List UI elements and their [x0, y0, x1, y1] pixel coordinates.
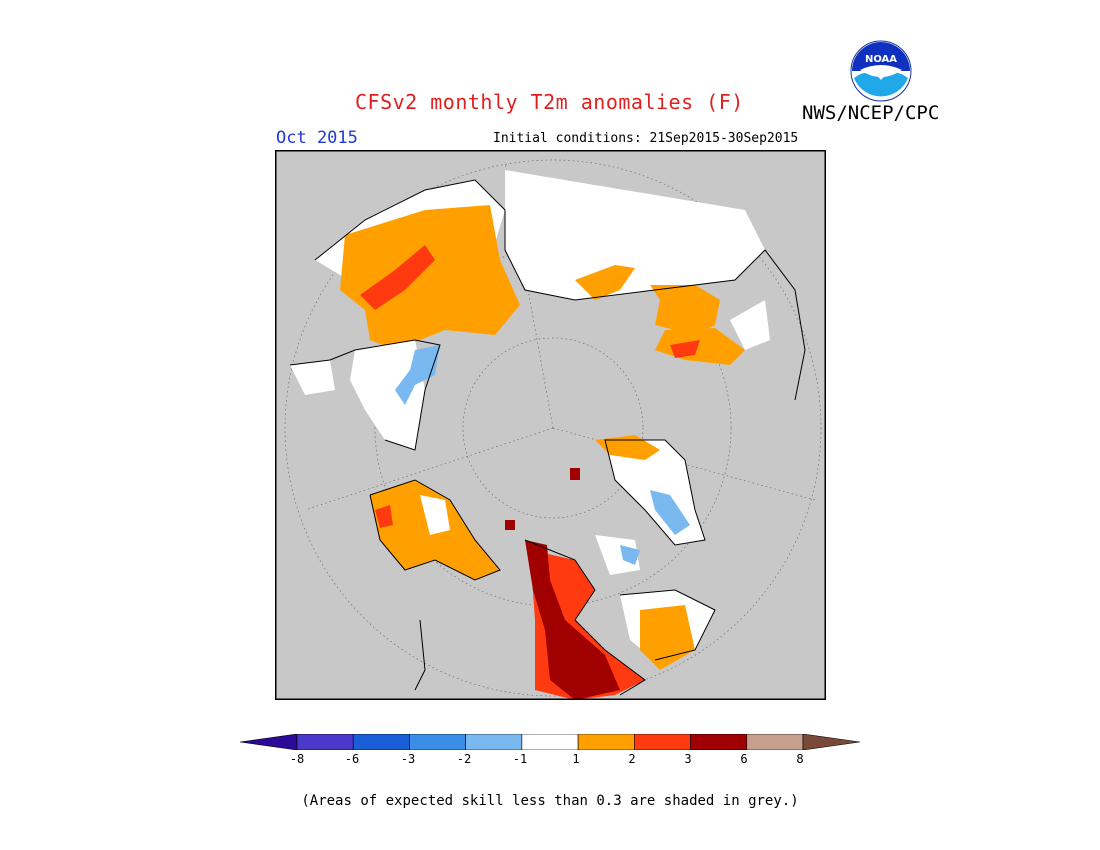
color-legend-bar	[240, 734, 860, 750]
white-region-siberia	[505, 170, 765, 300]
legend-tick-label: -8	[289, 752, 305, 766]
darkred-spot-arctic	[505, 520, 515, 530]
polar-anomaly-map	[275, 150, 826, 700]
darkred-spot-archipelago	[570, 468, 580, 480]
white-region-europe	[420, 495, 450, 535]
legend-swatch	[352, 734, 410, 750]
darkred-region-north-america	[525, 540, 620, 700]
white-region-west-asia	[290, 360, 335, 395]
legend-tick-label: -2	[456, 752, 472, 766]
noaa-logo-text: NOAA	[865, 54, 897, 65]
legend-tick-label: 6	[740, 752, 748, 766]
red-region-siberia	[360, 245, 435, 310]
orange-region-chukotka	[575, 265, 635, 300]
legend-swatch	[746, 734, 804, 750]
orange-region-baffin	[595, 435, 660, 460]
skill-footnote: (Areas of expected skill less than 0.3 a…	[301, 793, 799, 809]
legend-swatch	[690, 734, 748, 750]
white-region-central-asia	[350, 340, 425, 450]
white-region-alaska	[730, 300, 770, 350]
legend-swatch-low-end	[240, 734, 298, 750]
legend-swatch	[465, 734, 523, 750]
legend-swatch	[577, 734, 635, 750]
legend-swatch	[296, 734, 354, 750]
blue-region-central-asia	[395, 345, 440, 405]
orange-region-alaska-north	[650, 285, 720, 335]
legend-swatch	[409, 734, 466, 750]
legend-tick-label: 8	[796, 752, 804, 766]
noaa-logo-icon: NOAA	[850, 40, 912, 102]
red-region-europe	[375, 505, 393, 528]
legend-tick-label: 3	[684, 752, 692, 766]
legend-swatch-high-end	[802, 734, 860, 750]
coastlines	[289, 179, 806, 696]
initial-conditions: Initial conditions: 21Sep2015-30Sep2015	[493, 131, 799, 146]
white-region-canada-east	[595, 535, 640, 575]
blue-region-canada	[620, 545, 640, 565]
red-region-alaska	[670, 340, 700, 358]
organization-label: NWS/NCEP/CPC	[802, 102, 940, 124]
legend-tick-label: -1	[512, 752, 528, 766]
blue-region-greenland	[650, 490, 690, 535]
legend-tick-label: -3	[400, 752, 416, 766]
legend-tick-label: -6	[344, 752, 360, 766]
forecast-month: Oct 2015	[276, 128, 358, 148]
legend-tick-label: 1	[572, 752, 580, 766]
legend-swatch	[634, 734, 691, 750]
legend-swatch	[521, 734, 579, 750]
map-title: CFSv2 monthly T2m anomalies (F)	[355, 90, 744, 114]
map-frame	[275, 150, 826, 700]
orange-region-siberia	[340, 205, 520, 350]
legend-tick-label: 2	[628, 752, 636, 766]
